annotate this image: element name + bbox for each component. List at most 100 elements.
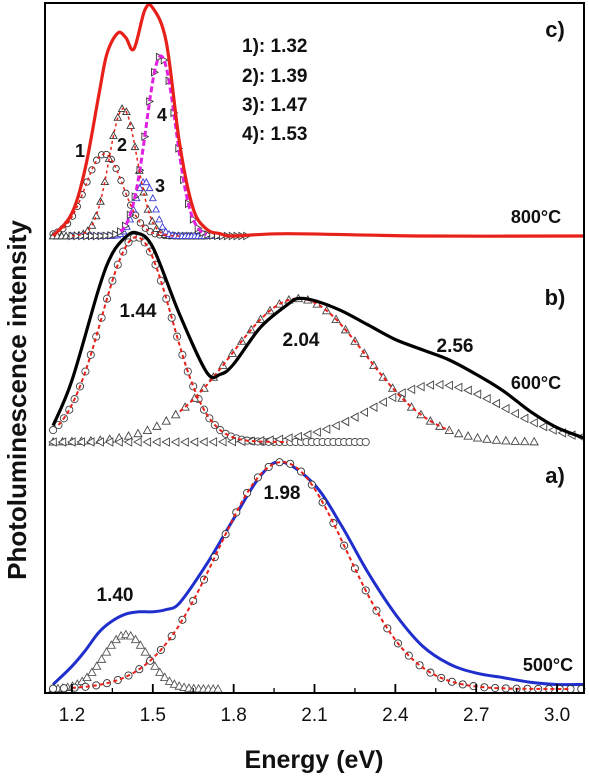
panel-a-fit-1-98-point [113, 675, 122, 685]
panel-b-component-1-44 [49, 233, 370, 447]
panel-b-component-2-56-point [76, 437, 86, 447]
panel-b-component-2-56-point [151, 437, 161, 447]
peak-label-1-40: 1.40 [97, 585, 134, 606]
panel-b-component-2-56-point [321, 424, 331, 434]
panel-b-component-2-56-point [142, 437, 152, 447]
panel-a-fit-1-98-point [49, 684, 58, 693]
panel-a-fit-1-98-point [189, 596, 198, 605]
peak-label-2-56: 2.56 [437, 336, 474, 357]
panel-c-fit-line-4 [119, 54, 208, 236]
panel-b-component-2-56-point [293, 431, 302, 442]
panel-a-component-1-40-point [101, 647, 112, 656]
panel-b-component-1-44-point [178, 350, 187, 359]
panel-a-fit-1-98-point [329, 519, 338, 528]
panel-b-component-2-04-point [453, 428, 464, 438]
panel-a-component-1-40-point [106, 640, 117, 649]
panel-a-component-1-40-point [155, 667, 165, 676]
panel-b-component-2-56-point [67, 437, 76, 447]
temperature-500-label: 500°C [523, 655, 573, 675]
panel-b-component-2-56-point [529, 418, 538, 428]
panel-b-measured-curve [51, 230, 585, 440]
panel-b-component-2-04-point [123, 431, 134, 440]
x-tick-label: 2.4 [382, 705, 409, 726]
panel-c-component-4-point [83, 231, 92, 241]
component-number-3: 3 [155, 176, 165, 196]
panel-b-component-2-56-point [434, 379, 444, 390]
panel-b-component-2-56-point [312, 427, 321, 437]
y-axis-title: Photoluminescence intensity [2, 220, 32, 580]
panel-b-component-2-56-point [416, 381, 425, 392]
panel-a-component-1-40-point [159, 672, 170, 681]
x-axis-title: Energy (eV) [245, 746, 384, 774]
panel-b-component-2-56-point [397, 388, 406, 398]
panel-b-component-2-56-point [472, 389, 482, 399]
panel-b-component-2-56-point [189, 437, 199, 447]
panel-a-component-1-40-point [96, 654, 107, 663]
panel-b-fit-line-1-44 [57, 235, 288, 443]
panel-c-component-3-point [155, 215, 164, 223]
component-number-4: 4 [157, 105, 167, 125]
panel-a-fit-1-98-point [232, 508, 241, 517]
panel-c-component-4-point [107, 231, 116, 240]
panel-c-fit-line-2 [71, 107, 180, 237]
panel-c-component-4-point [102, 231, 111, 241]
panel-c-component-1-point [112, 164, 120, 173]
panel-c-component-3-point [158, 222, 167, 230]
panel-b-component-2-56-point [95, 437, 104, 447]
panel-b-component-2-56-point [48, 437, 57, 447]
x-tick-label: 1.2 [59, 705, 85, 726]
panel-b-component-2-56-point [114, 437, 123, 447]
panel-c-component-1-point [117, 176, 125, 185]
panel-a-component-1-40-point [125, 630, 136, 640]
panel-c-component-3-point [148, 193, 157, 202]
panel-a-fit-1-98-point [210, 553, 219, 562]
panel-b-component-2-04-point [142, 425, 153, 434]
panel-b-fit-line-2-04 [179, 297, 450, 432]
panel-b-component-2-04-point [510, 436, 521, 445]
panel-b-component-2-56-point [217, 437, 227, 447]
panel-b-component-2-56-point [500, 403, 510, 414]
panel-c-label: c) [545, 17, 565, 42]
panel-b-component-2-56-point [491, 398, 501, 409]
panel-b-component-2-56-point [359, 407, 369, 417]
panel-b-label: b) [545, 285, 566, 310]
panel-b-component-2-04-point [519, 436, 530, 446]
temperature-600-label: 600°C [511, 373, 561, 393]
panel-b-component-2-56-point [161, 437, 170, 447]
panel-c-fit-line-1 [58, 153, 167, 237]
panel-c-component-4-point [97, 231, 106, 241]
panel-b-component-2-04-point [491, 435, 502, 444]
panel-b-component-2-56-point [283, 433, 293, 443]
panel-c-component-4-point [88, 231, 96, 241]
panel-b-component-2-56-point [482, 393, 491, 404]
panel-a-label: a) [545, 463, 565, 488]
panel-b-component-2-56-point [519, 413, 529, 424]
panel-c-component-4-point [112, 229, 121, 239]
panel-b-component-2-04-point [170, 409, 181, 419]
panel-b-component-2-56-point [104, 437, 114, 447]
panel-a-component-1-40-point [121, 629, 131, 639]
panel-b-component-2-56-point [368, 402, 378, 412]
peak-label-1-98: 1.98 [264, 483, 301, 504]
panel-b-component-2-56-point [302, 429, 312, 440]
panel-b-component-2-56-point [208, 437, 218, 447]
temperature-800-label: 800°C [511, 207, 561, 227]
panel-b-component-2-56-point [349, 412, 359, 422]
panel-b-component-2-04-point [152, 421, 162, 430]
panel-b-component-2-56-point [199, 437, 208, 447]
panel-b-component-2-56-point [57, 437, 67, 447]
panel-c-component-2-point [147, 216, 157, 225]
component-number-2: 2 [117, 135, 127, 155]
x-tick-label: 2.1 [301, 705, 327, 726]
panel-b-component-2-56-point [170, 437, 180, 447]
x-tick-label: 1.8 [220, 705, 246, 726]
panel-b-component-2-04-point [482, 434, 492, 443]
panel-b-component-1-44-point [81, 367, 90, 376]
panel-c-component-2-point [91, 211, 101, 220]
panel-b-component-2-04-point [472, 432, 483, 442]
peak-label-1-44: 1.44 [120, 301, 157, 322]
panel-c-component-3-point [152, 205, 160, 213]
panel-b-component-2-56-point [387, 392, 397, 403]
panel-b-component-2-56-point [538, 421, 548, 432]
